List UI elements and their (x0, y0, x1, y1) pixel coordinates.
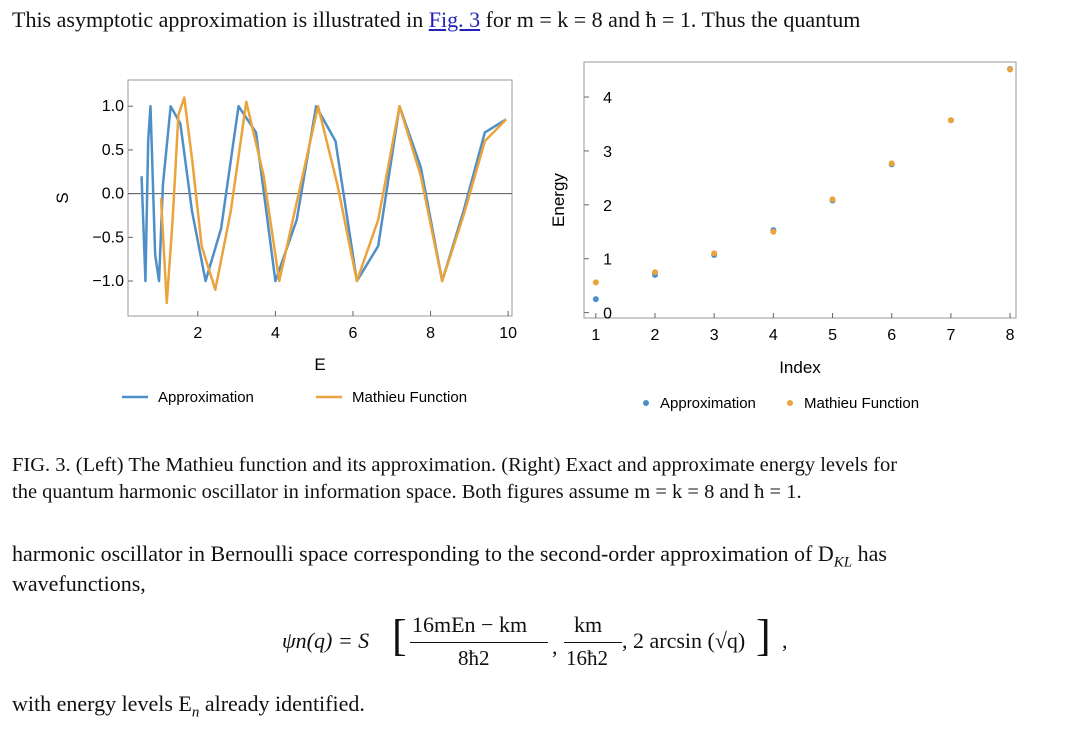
data-point-approximation (592, 296, 599, 303)
fraction-1-denominator: 8ħ2 (458, 646, 490, 670)
paragraph-line-1: This asymptotic approximation is illustr… (12, 7, 861, 32)
left-bracket: [ (392, 611, 407, 660)
data-point-mathieu (770, 228, 777, 235)
legend-label: Approximation (660, 395, 756, 412)
fraction-1-bar (410, 642, 548, 643)
x-tick-label: 4 (271, 325, 280, 342)
x-tick-label: 10 (499, 325, 517, 342)
y-tick-label: 1.0 (102, 98, 124, 115)
data-point-mathieu (829, 196, 836, 203)
y-tick-label: 4 (603, 90, 612, 107)
y-tick-label: 1 (603, 252, 612, 269)
x-tick-label: 6 (349, 325, 358, 342)
plot-frame (127, 79, 513, 317)
data-point-mathieu (592, 279, 599, 286)
paragraph-2-line-1: harmonic oscillator in Bernoulli space c… (12, 541, 887, 571)
series-line-mathieu (159, 96, 508, 305)
trailing-comma: , (782, 628, 788, 653)
data-point-mathieu (947, 117, 954, 124)
legend-label: Mathieu Function (804, 395, 919, 412)
x-axis-label: E (314, 355, 325, 374)
fraction-2-numerator: km (574, 612, 603, 637)
fraction-2-denominator: 16ħ2 (566, 646, 608, 670)
x-tick-label: 6 (887, 327, 896, 344)
figure-caption: FIG. 3. (Left) The Mathieu function and … (12, 452, 1072, 506)
data-point-mathieu (1007, 66, 1014, 73)
y-axis-label: Energy (549, 173, 568, 227)
legend-label: Mathieu Function (352, 389, 467, 406)
x-tick-label: 8 (426, 325, 435, 342)
x-tick-label: 2 (651, 327, 660, 344)
y-tick-label: 0 (603, 306, 612, 323)
fraction-1-numerator: 16mEn − km (412, 612, 528, 637)
x-tick-label: 5 (828, 327, 837, 344)
y-tick-label: −0.5 (92, 229, 124, 246)
mathieu-function-chart: 2 4 6 8 10 1.0 0.5 0.0 −0.5 −1.0 E S Approximation Ma… (53, 79, 517, 406)
equation-lhs: ψn(q) = S (282, 628, 370, 653)
y-tick-label: −1.0 (92, 273, 124, 290)
y-tick-label: 0.5 (102, 142, 124, 159)
y-tick-label: 3 (603, 144, 612, 161)
x-tick-label: 7 (946, 327, 955, 344)
x-tick-label: 2 (193, 325, 202, 342)
legend-swatch (787, 400, 793, 406)
series-line-approximation (140, 104, 507, 283)
final-line: with energy levels En already identified… (12, 691, 365, 721)
plot-frame (583, 61, 1017, 319)
y-tick-label: 0.0 (102, 186, 124, 203)
caption-line-1: FIG. 3. (Left) The Mathieu function and … (12, 454, 898, 476)
right-bracket: ] (756, 611, 771, 660)
x-tick-label: 4 (769, 327, 778, 344)
legend-label: Approximation (158, 389, 254, 406)
caption-line-2: the quantum harmonic oscillator in infor… (12, 481, 802, 503)
x-tick-label: 3 (710, 327, 719, 344)
equation-tail: , 2 arcsin (√q) (622, 628, 746, 653)
x-tick-label: 1 (591, 327, 600, 344)
y-axis-label: S (53, 192, 72, 203)
data-point-mathieu (711, 250, 718, 257)
paragraph-2-line-2: wavefunctions, (12, 571, 146, 596)
comma: , (552, 634, 558, 659)
x-tick-label: 8 (1006, 327, 1015, 344)
fraction-2-bar (564, 642, 622, 643)
data-point-mathieu (888, 160, 895, 167)
figure-3-link[interactable]: Fig. 3 (428, 7, 481, 32)
legend-swatch (643, 400, 649, 406)
data-point-mathieu (652, 269, 659, 276)
x-axis-label: Index (779, 358, 821, 377)
y-tick-label: 2 (603, 198, 612, 215)
